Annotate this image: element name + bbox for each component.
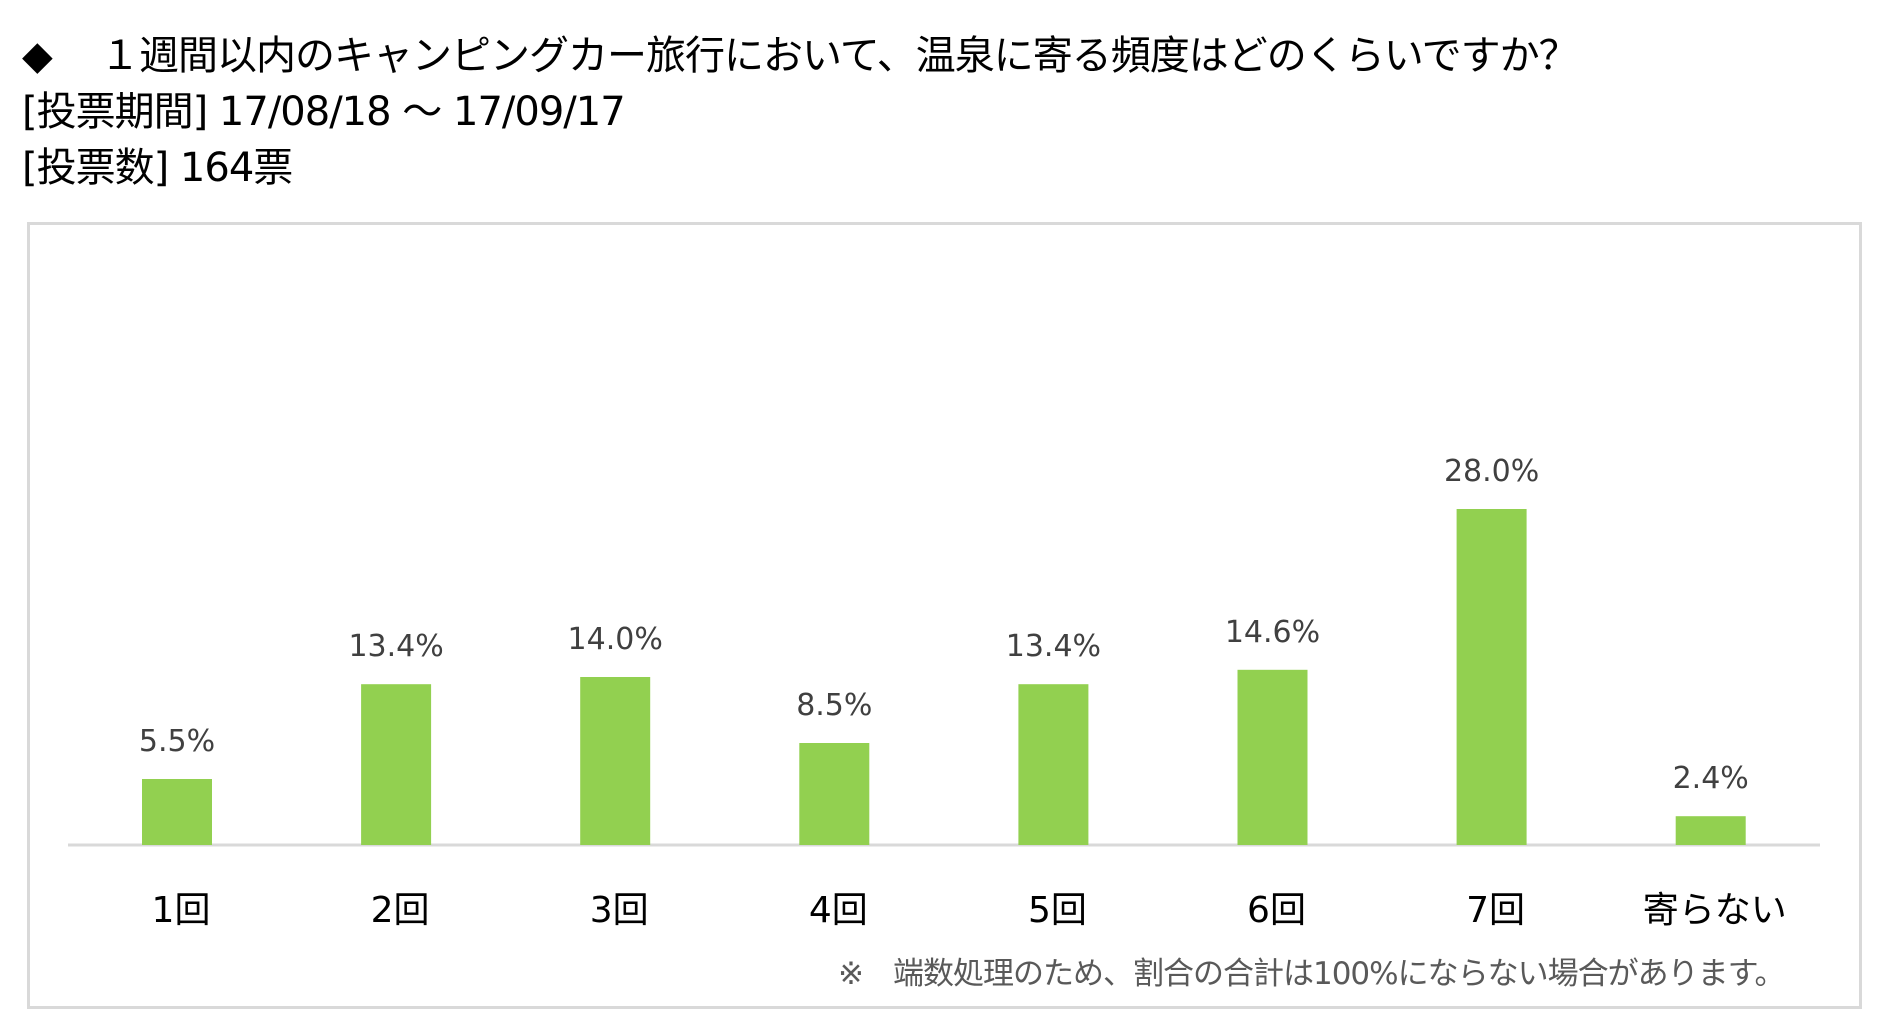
data-label-2: 13.4% — [348, 629, 443, 664]
category-label-8: 寄らない — [1643, 890, 1787, 931]
category-label-1: 1回 — [152, 890, 211, 931]
category-label-4: 4回 — [809, 890, 868, 931]
diamond-icon: ◆ — [22, 33, 53, 79]
bar-7 — [1456, 509, 1527, 845]
data-label-1: 5.5% — [139, 724, 215, 759]
chart-frame — [27, 222, 1862, 1009]
bar-3 — [580, 677, 651, 845]
bar-6 — [1237, 669, 1308, 845]
category-label-6: 6回 — [1247, 890, 1306, 931]
bar-5 — [1018, 684, 1089, 845]
data-label-4: 8.5% — [796, 688, 872, 723]
data-label-5: 13.4% — [1006, 629, 1101, 664]
category-label-5: 5回 — [1028, 890, 1087, 931]
bar-2 — [361, 684, 432, 845]
data-label-8: 2.4% — [1673, 761, 1749, 796]
header: ◆ １週間以内のキャンピングカー旅行において、温泉に寄る頻度はどのくらいですか？ … — [22, 28, 1579, 196]
category-label-7: 7回 — [1466, 890, 1525, 931]
bar-4 — [799, 743, 870, 845]
data-label-3: 14.0% — [568, 622, 663, 657]
data-label-6: 14.6% — [1225, 615, 1320, 650]
data-label-7: 28.0% — [1444, 454, 1539, 489]
bar-8 — [1675, 816, 1746, 845]
question-line: ◆ １週間以内のキャンピングカー旅行において、温泉に寄る頻度はどのくらいですか？ — [22, 28, 1579, 84]
category-label-2: 2回 — [371, 890, 430, 931]
category-label-3: 3回 — [590, 890, 649, 931]
footnote: ※ 端数処理のため、割合の合計は100%にならない場合があります。 — [838, 956, 1785, 992]
voting-period: [投票期間] 17/08/18 ～ 17/09/17 — [22, 89, 626, 135]
vote-count: [投票数] 164票 — [22, 145, 293, 191]
bar-1 — [142, 779, 212, 845]
question-text: １週間以内のキャンピングカー旅行において、温泉に寄る頻度はどのくらいですか？ — [100, 33, 1579, 79]
